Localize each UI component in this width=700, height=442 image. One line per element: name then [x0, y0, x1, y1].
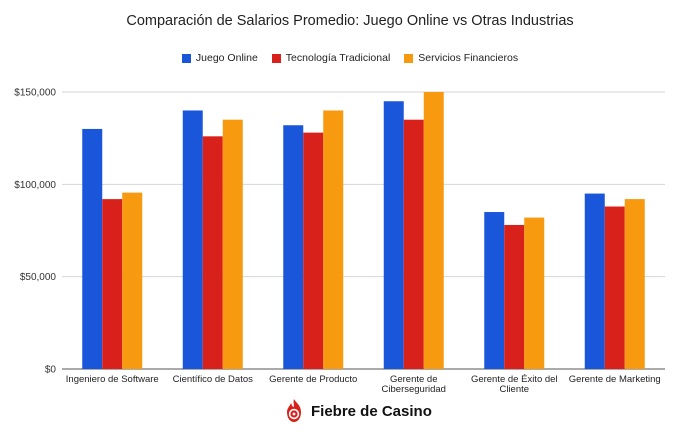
y-tick-label: $50,000: [20, 272, 57, 283]
bar: [524, 217, 545, 369]
bar: [423, 92, 444, 369]
bar: [283, 125, 304, 370]
bar: [584, 193, 605, 369]
legend-label-servicios-financieros: Servicios Financieros: [418, 52, 519, 64]
brand-logo: Fiebre de Casino: [283, 398, 432, 424]
y-tick-label: $100,000: [14, 180, 56, 191]
flame-chip-icon: [287, 399, 301, 422]
bar: [182, 110, 203, 369]
bar: [222, 119, 243, 369]
bar: [82, 128, 103, 369]
x-tick-label: Gerente de Producto: [269, 374, 357, 385]
x-tick-label: Gerente de: [390, 374, 438, 385]
legend-item-servicios-financieros: Servicios Financieros: [404, 52, 518, 64]
bar: [383, 101, 404, 369]
bar: [604, 206, 625, 369]
x-tick-label: Ciberseguridad: [382, 384, 446, 395]
x-tick-label: Científico de Datos: [173, 374, 254, 385]
bar: [403, 119, 424, 369]
legend-swatch-servicios-financieros: [404, 53, 414, 63]
bar: [102, 199, 123, 369]
bar-chart: $0 $50,000 $100,000 $150,000 Ingeniero de So…: [14, 88, 665, 395]
legend-swatch-tecnologia-tradicional: [271, 53, 281, 63]
bar: [624, 199, 645, 369]
y-tick-label: $0: [45, 365, 57, 376]
bar: [504, 224, 525, 369]
x-tick-label: Cliente: [499, 384, 529, 395]
x-tick-label: Ingeniero de Software: [66, 374, 159, 385]
chart-title: Comparación de Salarios Promedio: Juego …: [126, 13, 574, 29]
chart-legend: Juego Online Tecnología Tradicional Serv…: [0, 52, 700, 64]
y-tick-label: $150,000: [14, 88, 56, 99]
legend-item-juego-online: Juego Online: [181, 52, 258, 64]
bar: [323, 110, 344, 369]
bar: [303, 132, 324, 369]
legend-item-tecnologia-tradicional: Tecnología Tradicional: [271, 52, 391, 64]
legend-label-juego-online: Juego Online: [195, 52, 258, 64]
x-tick-label: Gerente de Marketing: [569, 374, 661, 385]
bar: [202, 136, 223, 369]
legend-label-tecnologia-tradicional: Tecnología Tradicional: [285, 52, 391, 64]
legend-swatch-juego-online: [181, 53, 191, 63]
brand-name: Fiebre de Casino: [311, 402, 432, 420]
bar: [484, 212, 505, 369]
x-tick-label: Gerente de Éxito del: [471, 374, 558, 385]
bar: [122, 192, 143, 369]
